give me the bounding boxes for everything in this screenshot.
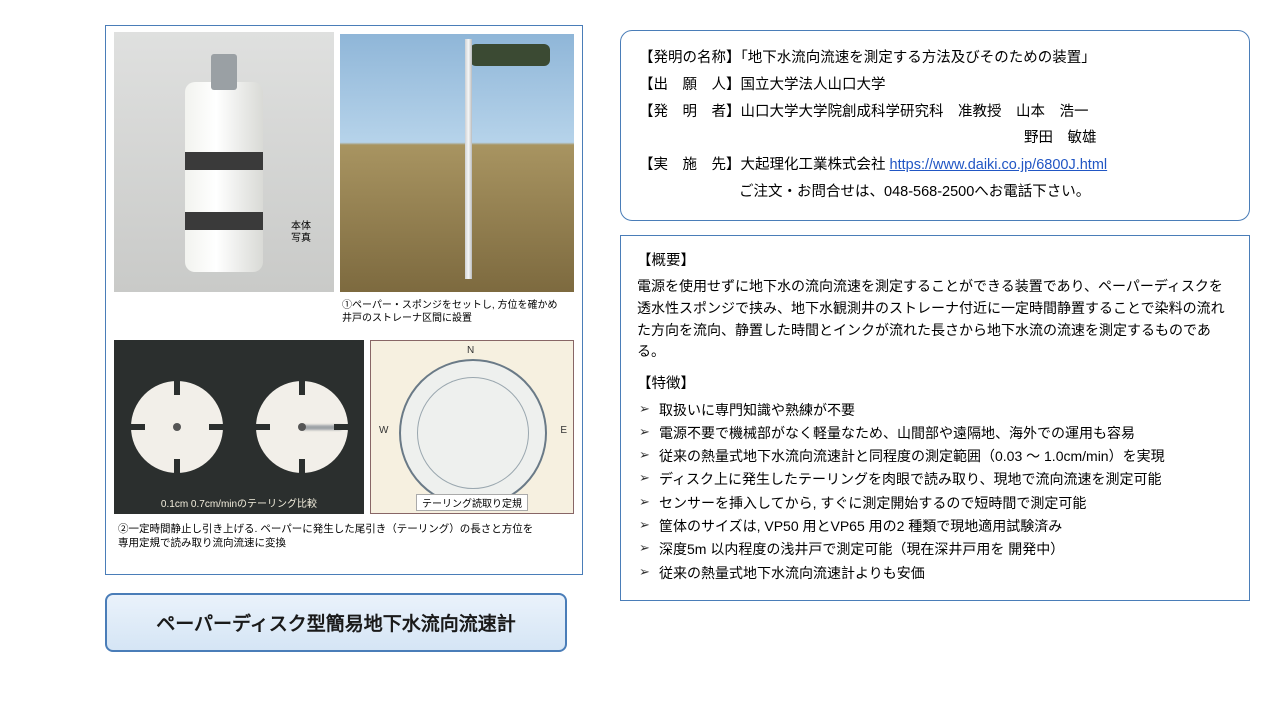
right-column: 【発明の名称】「地下水流向流速を測定する方法及びそのための装置」 【出 願 人】… <box>620 30 1250 601</box>
applicant-label: 【出 願 人】 <box>639 77 741 93</box>
feature-item: ディスク上に発生したテーリングを肉眼で読み取り、現地で流向流速を測定可能 <box>637 469 1233 489</box>
contact-row: ご注文・お問合せは、048-568-2500へお電話下さい。 <box>639 179 1231 206</box>
product-title-banner: ペーパーディスク型簡易地下水流向流速計 <box>105 593 567 652</box>
left-column: 大起理化工業㈱のカタログより 本体 写真 ①ペーパー・スポンジをセットし, 方位… <box>105 25 585 652</box>
applicant-value: 国立大学法人山口大学 <box>741 77 886 93</box>
device-body-shape <box>185 82 263 272</box>
compass-e: E <box>560 425 567 436</box>
licensee-label: 【実 施 先】 <box>639 157 741 173</box>
protractor-circle <box>399 359 547 507</box>
features-heading: 【特徴】 <box>637 373 1233 395</box>
overview-heading: 【概要】 <box>637 250 1233 272</box>
inventor-value-2: 野田 敏雄 <box>1024 130 1097 146</box>
licensee-row: 【実 施 先】大起理化工業株式会社 https://www.daiki.co.j… <box>639 152 1231 179</box>
field-install-photo <box>340 34 574 292</box>
licensee-link[interactable]: https://www.daiki.co.jp/6800J.html <box>890 157 1108 173</box>
protractor-caption: テーリング読取り定規 <box>416 494 528 511</box>
compass-n: N <box>467 345 474 356</box>
applicant-row: 【出 願 人】国立大学法人山口大学 <box>639 72 1231 99</box>
device-photo-caption: 本体 写真 <box>291 221 311 245</box>
patent-info-box: 【発明の名称】「地下水流向流速を測定する方法及びそのための装置」 【出 願 人】… <box>620 30 1250 221</box>
contact-text: ご注文・お問合せは、048-568-2500へお電話下さい。 <box>739 184 1090 200</box>
features-list: 取扱いに専門知識や熟練が不要 電源不要で機械部がなく軽量なため、山間部や遠隔地、… <box>637 400 1233 583</box>
inventor-row: 【発 明 者】山口大学大学院創成科学研究科 准教授 山本 浩一 <box>639 99 1231 126</box>
feature-item: 従来の熱量式地下水流向流速計と同程度の測定範囲（0.03 ～ 1.0cm/min… <box>637 446 1233 466</box>
disk-left <box>131 381 223 473</box>
feature-item: 筐体のサイズは, VP50 用とVP65 用の2 種類で現地適用試験済み <box>637 516 1233 536</box>
protractor-photo: N S E W テーリング読取り定規 <box>370 340 574 514</box>
disk-photo-caption: 0.1cm 0.7cm/minのテーリング比較 <box>114 495 364 510</box>
invention-name-row: 【発明の名称】「地下水流向流速を測定する方法及びそのための装置」 <box>639 45 1231 72</box>
inventor-row-2: 野田 敏雄 <box>639 125 1231 152</box>
feature-item: 取扱いに専門知識や熟練が不要 <box>637 400 1233 420</box>
feature-item: 電源不要で機械部がなく軽量なため、山間部や遠隔地、海外での運用も容易 <box>637 423 1233 443</box>
field-photo-caption: ①ペーパー・スポンジをセットし, 方位を確かめ 井戸のストレーナ区間に設置 <box>342 300 572 325</box>
step2-caption: ②一定時間静止し引き上げる. ペーパーに発生した尾引き（テーリング）の長さと方位… <box>118 522 570 550</box>
invention-name-label: 【発明の名称】 <box>639 50 741 66</box>
licensee-value: 大起理化工業株式会社 <box>741 157 890 173</box>
overview-body: 電源を使用せずに地下水の流向流速を測定することができる装置であり、ペーパーディス… <box>637 276 1233 363</box>
detail-box: 【概要】 電源を使用せずに地下水の流向流速を測定することができる装置であり、ペー… <box>620 235 1250 601</box>
device-photo <box>114 32 334 292</box>
feature-item: 深度5m 以内程度の浅井戸で測定可能（現在深井戸用を 開発中） <box>637 539 1233 559</box>
disk-right <box>256 381 348 473</box>
feature-item: センサーを挿入してから, すぐに測定開始するので短時間で測定可能 <box>637 493 1233 513</box>
feature-item: 従来の熱量式地下水流向流速計よりも安価 <box>637 563 1233 583</box>
compass-w: W <box>379 425 388 436</box>
inventor-value-1: 山口大学大学院創成科学研究科 准教授 山本 浩一 <box>741 104 1089 120</box>
paper-disk-photo: 0.1cm 0.7cm/minのテーリング比較 <box>114 340 364 514</box>
inventor-label: 【発 明 者】 <box>639 104 741 120</box>
image-panel: 大起理化工業㈱のカタログより 本体 写真 ①ペーパー・スポンジをセットし, 方位… <box>105 25 583 575</box>
invention-name-value: 「地下水流向流速を測定する方法及びそのための装置」 <box>741 50 1096 66</box>
